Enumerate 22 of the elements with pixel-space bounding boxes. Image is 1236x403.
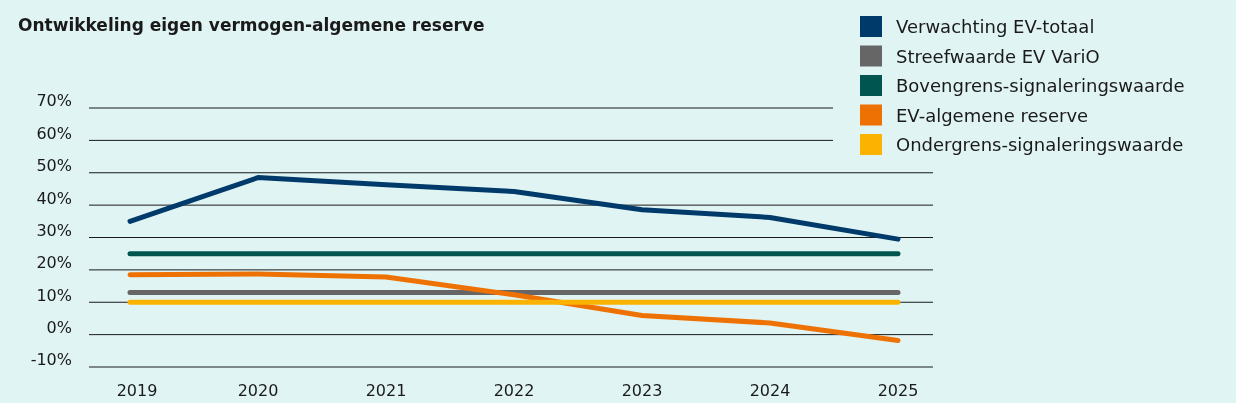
legend-label: EV-algemene reserve: [896, 104, 1089, 126]
x-tick-label: 2021: [365, 381, 407, 400]
y-tick-label: 40%: [36, 188, 72, 208]
y-tick-label: 20%: [36, 253, 72, 273]
legend-label: Ondergrens-signaleringswaarde: [896, 134, 1184, 155]
y-tick-label: 30%: [36, 220, 72, 240]
y-tick-label: 70%: [36, 91, 72, 111]
legend-label: Verwachting EV-totaal: [896, 16, 1095, 37]
y-tick-label: 50%: [36, 156, 72, 176]
chart-title: Ontwikkeling eigen vermogen-algemene reserve: [18, 15, 485, 35]
x-tick-label: 2022: [493, 381, 535, 400]
x-tick-label: 2019: [116, 381, 158, 400]
x-tick-label: 2020: [237, 381, 279, 400]
legend-label: Bovengrens-signaleringswaarde: [896, 75, 1185, 96]
y-tick-label: 10%: [36, 285, 72, 305]
y-tick-label: 0%: [46, 318, 72, 338]
x-tick-label: 2023: [621, 381, 663, 400]
x-tick-label: 2024: [749, 381, 791, 400]
x-tick-label: 2025: [877, 381, 919, 400]
y-tick-label: -10%: [30, 350, 72, 370]
legend-label: Streefwaarde EV VariO: [896, 45, 1100, 67]
y-tick-label: 60%: [36, 123, 72, 143]
